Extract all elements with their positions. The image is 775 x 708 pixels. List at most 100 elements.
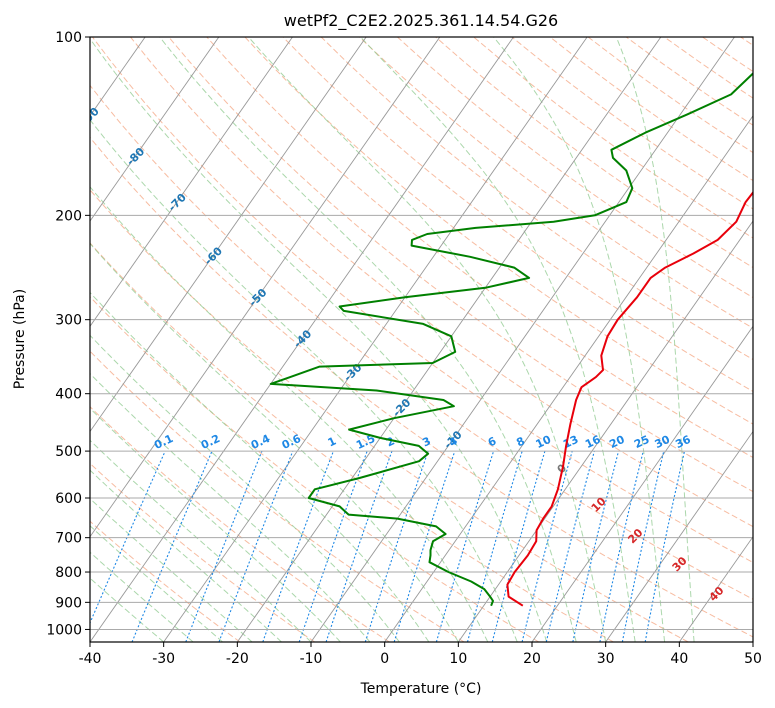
dry-adiabat xyxy=(664,37,753,99)
dry-adiabat xyxy=(90,462,315,642)
dry-adiabat xyxy=(90,350,465,642)
moist-adiabat xyxy=(90,291,430,642)
temperature-line xyxy=(506,190,753,607)
moist-adiabat xyxy=(90,407,341,642)
mixing-ratio-label: 1 xyxy=(326,434,338,449)
isotherm-line xyxy=(457,220,753,642)
sounding-series xyxy=(269,72,753,607)
mixing-ratio-label: 13 xyxy=(561,433,580,451)
y-tick-label: 1000 xyxy=(46,622,82,638)
mixing-ratio-label: 30 xyxy=(653,433,673,451)
x-tick-label: 40 xyxy=(670,651,688,667)
moist-adiabat xyxy=(90,242,459,642)
mixing-ratio-line xyxy=(521,450,573,642)
isotherm-line xyxy=(163,37,588,642)
moist-adiabat xyxy=(90,372,371,642)
mixing-ratio-label: 16 xyxy=(583,433,603,451)
dry-adiabat xyxy=(702,37,753,73)
x-tick-label: -20 xyxy=(226,651,249,667)
dry-adiabat xyxy=(397,37,753,299)
mixing-ratio-label: 10 xyxy=(534,433,554,451)
y-tick-label: 300 xyxy=(55,313,82,329)
dry-adiabat xyxy=(320,37,753,361)
y-tick-label: 600 xyxy=(55,491,82,507)
x-tick-label: 30 xyxy=(597,651,615,667)
x-tick-label: -30 xyxy=(152,651,175,667)
x-axis-label: Temperature (°C) xyxy=(360,681,482,697)
y-tick-label: 100 xyxy=(55,30,82,46)
mixing-ratio-label: 0.6 xyxy=(280,432,303,452)
mixing-ratio-line xyxy=(621,450,665,642)
mixing-ratio-label: 0.2 xyxy=(199,432,222,452)
isotherm-line xyxy=(90,37,441,538)
dry-adiabat xyxy=(435,37,753,269)
mixing-ratio-line xyxy=(325,450,393,642)
mixing-ratio-label: 0.4 xyxy=(249,432,272,452)
dry-adiabat xyxy=(130,37,753,528)
dry-adiabat xyxy=(587,37,753,154)
mixing-ratio-label: 36 xyxy=(673,433,693,451)
dry-adiabat xyxy=(90,189,689,642)
isotherm-label: -100 xyxy=(32,59,61,88)
isotherm-line xyxy=(678,535,753,642)
mixing-ratio-line xyxy=(364,450,429,642)
y-tick-label: 400 xyxy=(55,387,82,403)
moist-adiabat xyxy=(90,37,548,642)
isotherm-label: -30 xyxy=(341,361,364,384)
theta-label: 30 xyxy=(670,554,690,574)
mixing-ratio-line xyxy=(572,450,620,642)
isotherm-line xyxy=(90,37,220,222)
mixing-ratio-line xyxy=(218,450,294,642)
isotherm-line xyxy=(752,641,753,642)
dry-adiabat xyxy=(90,84,753,600)
mixing-ratio-line xyxy=(644,450,686,642)
isotherm-line xyxy=(605,430,753,642)
isotherm-line xyxy=(531,325,753,642)
isotherm-label: -60 xyxy=(202,244,225,267)
dewpoint-line xyxy=(269,72,753,607)
mixing-ratio-line xyxy=(185,450,263,642)
mixing-ratio-label: 3 xyxy=(420,434,432,449)
x-axis-ticks: -40 -30 -20 -10 0 10 20 30 40 50 xyxy=(79,642,762,667)
dry-adiabat xyxy=(244,37,753,425)
dry-adiabat xyxy=(511,37,753,210)
dry-adiabat xyxy=(473,37,753,239)
y-tick-label: 800 xyxy=(55,565,82,581)
y-tick-label: 900 xyxy=(55,595,82,611)
x-tick-label: -10 xyxy=(300,651,323,667)
moist-adiabat xyxy=(360,37,636,642)
moist-adiabat xyxy=(90,119,518,642)
isotherm-line xyxy=(0,37,72,642)
moist-adiabat xyxy=(90,334,400,642)
dry-adiabat xyxy=(90,242,614,642)
mixing-ratio-line xyxy=(298,450,368,642)
mixing-ratio-line xyxy=(491,450,546,642)
dry-adiabat xyxy=(358,37,753,329)
chart-title: wetPf2_C2E2.2025.361.14.54.G26 xyxy=(284,11,558,31)
pressure-gridlines xyxy=(90,37,753,630)
moist-adiabat xyxy=(90,577,165,642)
isotherm-label: -40 xyxy=(291,327,314,350)
mixing-ratio-label: 20 xyxy=(607,433,627,451)
mixing-ratio-label: 6 xyxy=(486,434,499,449)
x-tick-label: 0 xyxy=(380,651,389,667)
mixing-ratio-line xyxy=(599,450,644,642)
mixing-ratio-line xyxy=(90,450,166,625)
y-tick-label: 200 xyxy=(55,208,82,224)
isotherm-labels: -100-90-80-70-60-50-40-30-20-10 xyxy=(32,59,465,452)
isotherm-line xyxy=(90,37,514,642)
y-axis-ticks: 100 200 300 400 500 600 700 800 900 1000 xyxy=(46,30,90,638)
mixing-ratio-line xyxy=(262,450,334,642)
x-tick-label: 20 xyxy=(523,651,541,667)
mixing-ratio-line xyxy=(435,450,495,642)
moist-adiabat xyxy=(90,497,253,642)
isotherm-line xyxy=(90,37,367,433)
y-axis-label: Pressure (hPa) xyxy=(12,289,28,389)
background-lines xyxy=(0,37,753,642)
isotherm-label: -70 xyxy=(166,191,189,214)
theta-label: 10 xyxy=(589,494,609,514)
moist-adiabat xyxy=(90,525,223,642)
dry-adiabat xyxy=(90,295,540,642)
